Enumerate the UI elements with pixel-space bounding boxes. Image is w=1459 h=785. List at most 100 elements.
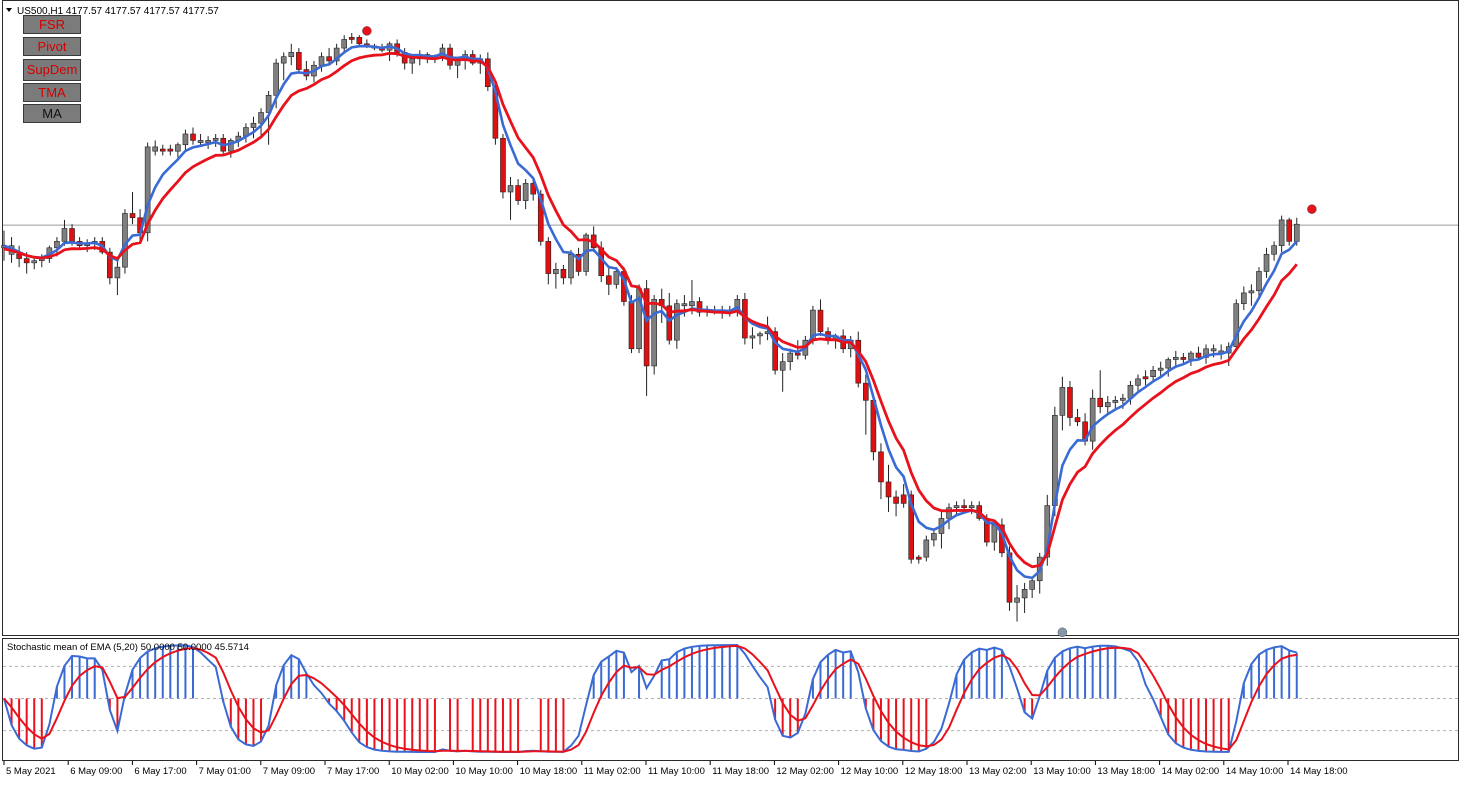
- candle: [1241, 286, 1247, 311]
- candle: [1195, 346, 1202, 360]
- time-axis-label: 12 May 02:00: [776, 766, 834, 777]
- candle: [129, 191, 136, 225]
- stochastic-title: Stochastic mean of EMA (5,20) 50.0000 50…: [7, 642, 249, 653]
- candle: [1135, 374, 1141, 392]
- candle: [553, 262, 559, 289]
- candle: [167, 144, 174, 156]
- time-axis-label: 14 May 18:00: [1290, 766, 1348, 777]
- candle: [779, 353, 786, 392]
- candle: [1067, 380, 1073, 427]
- time-axis-label: 7 May 09:00: [263, 766, 315, 777]
- candle: [696, 297, 703, 317]
- candle: [515, 179, 521, 205]
- stochastic-layer: [3, 643, 1458, 753]
- time-axis-label: 10 May 18:00: [520, 766, 578, 777]
- candle: [1150, 365, 1156, 381]
- candle: [1203, 344, 1209, 364]
- candle: [1089, 389, 1096, 450]
- candle: [575, 247, 582, 276]
- time-axis-label: 7 May 01:00: [199, 766, 251, 777]
- ma-button[interactable]: MA: [23, 104, 81, 123]
- slow-moving-average: [3, 51, 1298, 569]
- candle: [787, 348, 794, 371]
- candle: [1021, 582, 1028, 613]
- candle: [863, 374, 869, 435]
- candle: [190, 127, 196, 145]
- candle: [205, 136, 211, 150]
- candle: [341, 35, 348, 53]
- candle: [1278, 215, 1285, 253]
- time-axis-label: 11 May 18:00: [712, 766, 769, 777]
- candle: [674, 299, 680, 349]
- time-axis-label: 13 May 18:00: [1097, 766, 1155, 777]
- candle: [893, 490, 899, 517]
- candle: [522, 179, 529, 210]
- time-axis-label: 10 May 02:00: [391, 766, 449, 777]
- candle: [356, 35, 363, 46]
- time-axis-label: 13 May 02:00: [969, 766, 1027, 777]
- candle: [1142, 370, 1149, 386]
- candle: [1059, 376, 1066, 431]
- candle: [152, 140, 158, 156]
- candle: [1165, 357, 1172, 377]
- time-axis-label: 12 May 18:00: [905, 766, 963, 777]
- time-axis-label: 11 May 10:00: [648, 766, 705, 777]
- triangle-down-icon[interactable]: [6, 8, 12, 12]
- time-axis-label: 5 May 2021: [6, 766, 56, 777]
- candle: [545, 237, 552, 285]
- candle: [636, 284, 642, 354]
- supdem-button[interactable]: SupDem: [23, 59, 81, 81]
- candle: [288, 43, 295, 66]
- candle: [1112, 396, 1119, 409]
- candle: [348, 33, 355, 44]
- candle: [228, 138, 234, 158]
- moving-average-layer: [3, 44, 1298, 580]
- candle: [1029, 576, 1035, 598]
- pivot-button[interactable]: Pivot: [23, 37, 81, 56]
- candle: [1104, 396, 1111, 416]
- candle: [931, 529, 937, 547]
- stochastic-signal-line: [3, 644, 1297, 753]
- candle: [333, 43, 340, 66]
- candle: [1263, 247, 1270, 278]
- candle: [1014, 585, 1020, 622]
- stochastic-main-line: [3, 643, 1298, 753]
- candle: [968, 501, 975, 515]
- fsr-button[interactable]: FSR: [23, 15, 81, 34]
- time-axis-label: 10 May 10:00: [455, 766, 513, 777]
- candle: [1157, 361, 1164, 377]
- candle: [159, 144, 166, 156]
- time-axis-label: 6 May 17:00: [134, 766, 186, 777]
- tma-button[interactable]: TMA: [23, 83, 81, 102]
- candle: [643, 280, 650, 397]
- time-axis-label: 13 May 10:00: [1033, 766, 1091, 777]
- candle: [326, 48, 332, 66]
- time-axis-label: 11 May 02:00: [584, 766, 641, 777]
- candle: [175, 142, 181, 158]
- candle: [250, 116, 257, 139]
- candle: [651, 295, 657, 375]
- candle: [182, 129, 189, 152]
- candle: [296, 48, 302, 74]
- candle: [500, 133, 506, 199]
- candle: [915, 554, 922, 564]
- candle: [61, 219, 68, 246]
- candle: [1097, 370, 1103, 414]
- candle: [1286, 217, 1292, 246]
- candle: [212, 133, 219, 147]
- candle: [258, 108, 264, 139]
- candle: [560, 265, 567, 285]
- candle: [749, 327, 756, 349]
- candle: [900, 484, 907, 508]
- candle: [1233, 299, 1240, 351]
- signal-dot: [1057, 627, 1068, 638]
- candle: [757, 331, 763, 345]
- candle: [507, 176, 514, 220]
- signal-dot: [362, 26, 372, 36]
- candle: [280, 52, 287, 81]
- time-axis-label: 14 May 02:00: [1162, 766, 1220, 777]
- candle: [1180, 353, 1187, 364]
- time-axis: 5 May 2021 6 May 09:00 6 May 17:00 7 May 01…: [3, 761, 1348, 777]
